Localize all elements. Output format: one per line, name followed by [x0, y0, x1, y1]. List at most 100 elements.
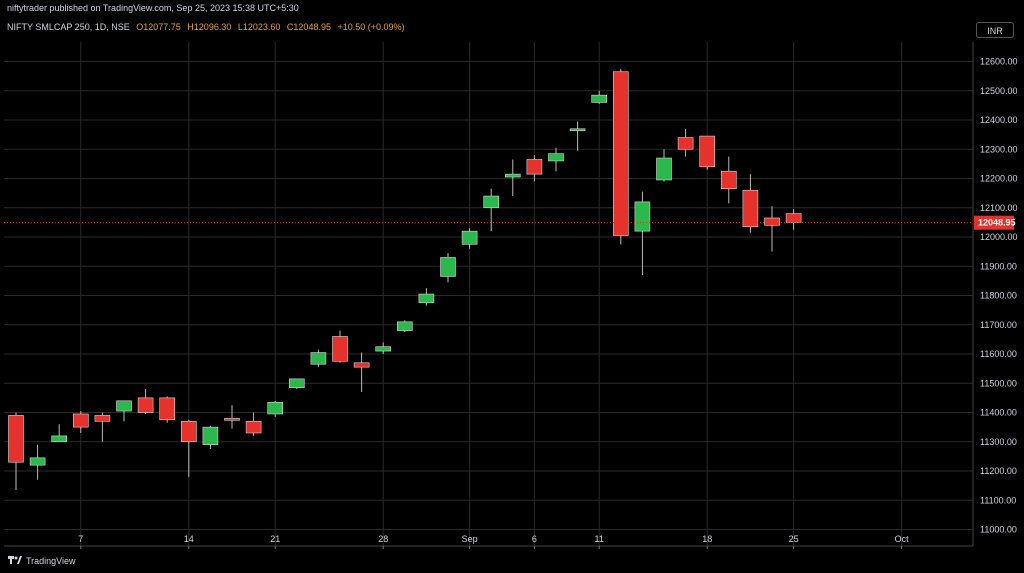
candle[interactable] — [569, 121, 586, 151]
y-tick-label: 11400.00 — [980, 408, 1017, 418]
last-price-tag: 12048.95 — [974, 215, 1016, 230]
candle[interactable] — [656, 149, 672, 182]
x-tick-label: 25 — [789, 534, 799, 544]
y-tick-label: 12400.00 — [980, 115, 1018, 125]
candle[interactable] — [612, 68, 629, 245]
candle[interactable] — [742, 174, 759, 233]
candle-body-down — [159, 397, 175, 421]
candle-body-up — [310, 352, 327, 365]
candle[interactable] — [764, 206, 780, 252]
candle-body-down — [94, 415, 111, 422]
candle[interactable] — [8, 412, 24, 491]
y-tick-label: 11000.00 — [980, 525, 1017, 535]
candle-body-down — [699, 135, 716, 168]
candle-body-up — [461, 230, 478, 245]
candle[interactable] — [73, 411, 89, 433]
time-axis[interactable]: 7 14 21 28 Sep 6 11 18 25 Oct — [78, 534, 909, 549]
candle[interactable] — [526, 155, 543, 182]
candle[interactable] — [375, 342, 392, 354]
y-tick-label: 12100.00 — [980, 203, 1018, 213]
candle-body-up — [504, 173, 521, 178]
y-tick-label: 11900.00 — [980, 261, 1017, 271]
candle[interactable] — [699, 135, 716, 170]
y-tick-label: 11800.00 — [980, 291, 1017, 301]
last-price-label: 12048.95 — [978, 218, 1016, 228]
candle-body-up — [396, 321, 413, 331]
candle-body-down — [742, 189, 759, 228]
low-value: L12023.60 — [237, 22, 281, 32]
candle[interactable] — [267, 400, 284, 417]
candle-body-up — [548, 153, 564, 162]
y-tick-label: 12300.00 — [980, 144, 1018, 154]
candle[interactable] — [137, 389, 154, 414]
candle[interactable] — [440, 253, 456, 283]
candle[interactable] — [548, 147, 564, 172]
candle[interactable] — [94, 412, 111, 442]
last-price-tag-bg — [974, 215, 1014, 230]
candle[interactable] — [504, 159, 521, 197]
candle[interactable] — [677, 128, 694, 157]
x-tick-label: 18 — [702, 534, 712, 544]
candle[interactable] — [634, 191, 651, 276]
y-tick-label: 12000.00 — [980, 232, 1018, 242]
close-value: C12048.95 — [286, 22, 331, 32]
candle[interactable] — [159, 396, 175, 423]
candle-body-up — [202, 426, 219, 445]
candle[interactable] — [310, 349, 327, 368]
candle[interactable] — [245, 412, 262, 436]
candle[interactable] — [591, 90, 608, 104]
candle-body-down — [73, 413, 89, 428]
candle-body-down — [353, 362, 370, 368]
y-tick-label: 11600.00 — [980, 349, 1017, 359]
candles-group — [8, 68, 802, 491]
candle[interactable] — [288, 378, 305, 390]
candle-body-down — [526, 159, 543, 175]
candle[interactable] — [785, 209, 802, 230]
candle[interactable] — [181, 419, 197, 477]
x-tick-label: Sep — [462, 534, 478, 544]
candle-body-up — [418, 293, 435, 304]
candle[interactable] — [396, 320, 413, 333]
currency-button[interactable]: INR — [976, 22, 1014, 38]
y-tick-label: 11500.00 — [980, 378, 1017, 388]
candle[interactable] — [353, 352, 370, 393]
grid-lines — [4, 42, 973, 546]
publisher-line: niftytrader published on TradingView.com… — [7, 3, 299, 13]
open-value: O12077.75 — [136, 22, 181, 32]
price-axis[interactable]: 11000.00 11100.00 11200.00 11300.00 11400.00… — [4, 42, 1018, 547]
candle[interactable] — [51, 424, 68, 443]
y-tick-label: 11700.00 — [980, 320, 1017, 330]
candle[interactable] — [202, 425, 219, 450]
candle-body-up — [591, 94, 608, 103]
y-tick-label: 12200.00 — [980, 174, 1018, 184]
x-tick-label: Oct — [895, 534, 910, 544]
candle[interactable] — [461, 228, 478, 249]
candle-body-up — [440, 257, 456, 277]
candle-body-down — [720, 170, 737, 190]
x-tick-label: 21 — [270, 534, 280, 544]
candle-body-down — [8, 415, 24, 463]
candle[interactable] — [332, 330, 348, 363]
x-tick-label: 7 — [78, 534, 83, 544]
candle[interactable] — [29, 444, 46, 480]
tradingview-footer: TradingView — [8, 556, 76, 566]
candle-body-down — [785, 213, 802, 223]
candle-body-up — [267, 401, 284, 415]
candle-body-up — [569, 128, 586, 132]
change-value: +10.50 (+0.09%) — [337, 22, 405, 32]
footer-brand: TradingView — [26, 556, 76, 566]
candle-body-up — [656, 157, 672, 181]
candle-body-up — [375, 346, 392, 352]
candle[interactable] — [483, 188, 500, 232]
x-tick-label: 11 — [595, 534, 604, 544]
x-tick-label: 6 — [532, 534, 537, 544]
candle[interactable] — [116, 400, 132, 422]
candle-body-down — [137, 397, 154, 413]
candle[interactable] — [224, 405, 240, 429]
candle[interactable] — [720, 156, 737, 204]
candle-body-down — [764, 217, 780, 226]
y-tick-label: 11200.00 — [980, 466, 1017, 476]
symbol-name[interactable]: NIFTY SMLCAP 250, 1D, NSE — [7, 22, 130, 32]
candle[interactable] — [418, 288, 435, 306]
